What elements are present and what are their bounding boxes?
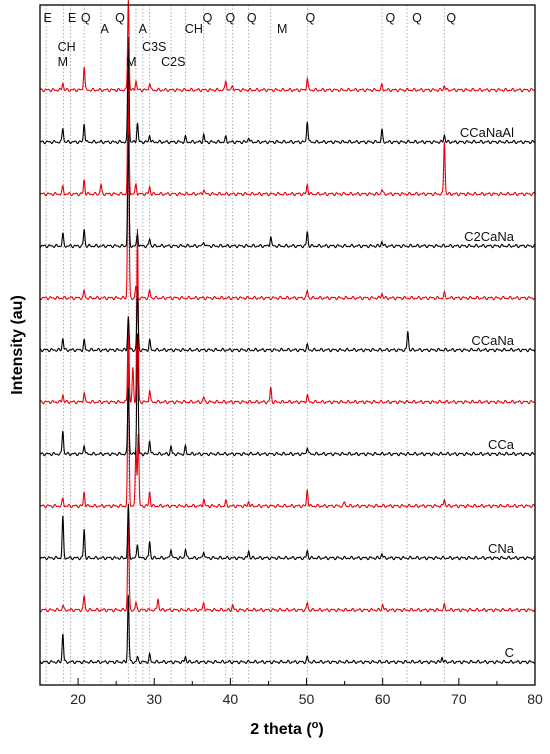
x-axis-title-close: ) [318,721,323,738]
phase-label-5: A [139,22,148,36]
phase-label-19: Q [446,11,456,25]
x-axis-title-unit: o [312,719,319,731]
series-trace-7 [39,87,536,301]
phase-label-6: CH [58,40,76,54]
x-axis-title: 2 theta (o) [250,719,323,738]
phase-label-9: M [126,55,136,69]
series-trace-3 [39,341,536,509]
phase-label-16: Q [305,11,315,25]
phase-label-8: C3S [142,40,166,54]
x-tick-label-50: 50 [299,691,315,707]
sample-labels: C CNa CCa CCaNa C2CaNa CCaNaAl [460,125,515,660]
sample-label-CCaNaAl: CCaNaAl [460,125,514,140]
phase-label-10: C2S [161,55,185,69]
series-trace-6 [39,287,536,353]
phase-label-7: M [58,55,68,69]
sample-label-CNa: CNa [488,541,515,556]
x-tick-label-60: 60 [375,691,391,707]
phase-label-2: Q [81,11,91,25]
series-trace-9 [39,62,536,197]
phase-label-4: A [101,22,110,36]
series-traces [39,0,536,665]
x-axis-title-main: 2 theta ( [250,721,312,738]
sample-label-CCaNa: CCaNa [471,333,514,348]
sample-label-C: C [505,645,514,660]
series-trace-2 [39,503,536,561]
series-trace-1 [39,514,536,613]
sample-label-C2CaNa: C2CaNa [464,229,515,244]
x-tick-label-40: 40 [223,691,239,707]
reference-lines [45,5,445,685]
x-tick-label-80: 80 [527,691,543,707]
x-tick-label-20: 20 [70,691,86,707]
phase-label-0: E [43,11,51,25]
series-trace-10 [39,36,536,145]
phase-label-1: E [68,11,76,25]
phase-label-12: Q [203,11,213,25]
phase-label-14: Q [247,11,257,25]
phase-label-17: Q [385,11,395,25]
x-tick-label-30: 30 [146,691,162,707]
y-axis-title: Intensity (au) [9,295,26,395]
sample-label-CCa: CCa [488,437,515,452]
series-trace-0 [39,595,536,665]
phase-label-3: Q [115,11,125,25]
plot-frame [39,4,536,686]
x-tick-label-70: 70 [451,691,467,707]
phase-label-11: CH [185,22,203,36]
phase-label-15: M [277,22,287,36]
phase-label-18: Q [412,11,422,25]
series-trace-11 [39,0,536,93]
series-trace-8 [39,134,536,249]
x-axis-ticks: 20 30 40 50 60 70 80 [39,678,543,707]
series-trace-4 [39,333,536,457]
phase-label-13: Q [226,11,236,25]
series-trace-5 [39,228,536,405]
